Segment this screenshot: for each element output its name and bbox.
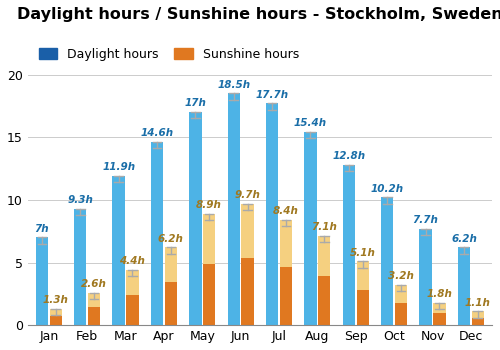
Text: 15.4h: 15.4h (294, 118, 327, 128)
Text: 5.1h: 5.1h (350, 247, 376, 258)
Bar (36, 237, 48, 325)
Text: 9.3h: 9.3h (68, 195, 93, 205)
Text: 7h: 7h (34, 224, 49, 234)
Text: 8.4h: 8.4h (273, 206, 299, 216)
Bar (242, 204, 254, 258)
Text: 17h: 17h (184, 98, 206, 108)
Text: 1.1h: 1.1h (465, 298, 490, 308)
Bar (420, 229, 432, 325)
Text: 6.2h: 6.2h (451, 234, 477, 244)
Bar (304, 132, 316, 325)
Text: 3.2h: 3.2h (388, 271, 414, 281)
Bar (342, 165, 355, 325)
Bar (318, 236, 330, 276)
Text: 10.2h: 10.2h (370, 184, 404, 194)
Bar (395, 303, 407, 325)
Text: 14.6h: 14.6h (140, 128, 173, 139)
Bar (189, 112, 202, 325)
Text: 4.4h: 4.4h (120, 256, 146, 266)
Bar (472, 317, 484, 325)
Bar (88, 293, 100, 307)
Bar (112, 176, 125, 325)
Legend: Daylight hours, Sunshine hours: Daylight hours, Sunshine hours (38, 48, 299, 61)
Bar (472, 312, 484, 317)
Title: Daylight hours / Sunshine hours - Stockholm, Sweden: Daylight hours / Sunshine hours - Stockh… (17, 7, 500, 22)
Bar (74, 209, 86, 325)
Bar (228, 93, 240, 325)
Bar (395, 285, 407, 303)
Bar (381, 197, 394, 325)
Text: 7.1h: 7.1h (312, 223, 337, 232)
Bar (50, 309, 62, 316)
Bar (50, 316, 62, 325)
Bar (164, 247, 177, 282)
Bar (126, 295, 138, 325)
Bar (203, 214, 215, 264)
Text: 8.9h: 8.9h (196, 200, 222, 210)
Text: 1.8h: 1.8h (426, 289, 452, 299)
Bar (318, 276, 330, 325)
Bar (356, 261, 369, 290)
Text: 17.7h: 17.7h (256, 90, 288, 99)
Bar (280, 267, 292, 325)
Bar (242, 258, 254, 325)
Text: 11.9h: 11.9h (102, 162, 135, 172)
Text: 1.3h: 1.3h (43, 295, 68, 305)
Bar (88, 307, 100, 325)
Text: 7.7h: 7.7h (412, 215, 438, 225)
Text: 12.8h: 12.8h (332, 151, 366, 161)
Bar (434, 303, 446, 313)
Bar (458, 247, 470, 325)
Bar (266, 103, 278, 325)
Bar (126, 270, 138, 295)
Text: 2.6h: 2.6h (81, 279, 107, 289)
Text: 18.5h: 18.5h (217, 79, 250, 90)
Bar (356, 290, 369, 325)
Bar (434, 313, 446, 325)
Bar (151, 142, 163, 325)
Bar (280, 220, 292, 267)
Text: 6.2h: 6.2h (158, 234, 184, 244)
Bar (164, 282, 177, 325)
Text: 9.7h: 9.7h (234, 190, 260, 200)
Bar (203, 264, 215, 325)
